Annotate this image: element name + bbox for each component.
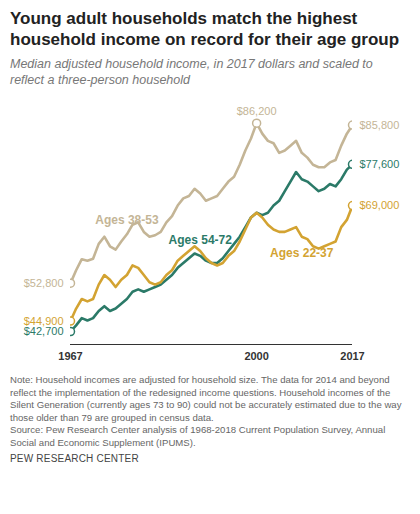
svg-text:$86,200: $86,200 (237, 105, 277, 117)
svg-text:2000: 2000 (244, 350, 268, 362)
svg-text:Ages 22-37: Ages 22-37 (270, 246, 334, 260)
svg-text:$44,900: $44,900 (23, 314, 64, 327)
svg-text:1967: 1967 (58, 350, 82, 362)
html-text:Young adult households match t: Young adult households match the highest… (10, 9, 400, 49)
svg-text:$77,600: $77,600 (360, 158, 400, 170)
svg-text:$69,000: $69,000 (360, 199, 400, 211)
svg-text:$85,800: $85,800 (360, 119, 400, 131)
html-text:Note: Household incomes are ad: Note: Household incomes are adjusted for… (10, 374, 402, 423)
svg-text:2017: 2017 (340, 350, 364, 362)
svg-text:$42,700: $42,700 (24, 325, 64, 337)
svg-text:Ages 54-72: Ages 54-72 (169, 233, 233, 247)
html-text:PEW RESEARCH CENTER: PEW RESEARCH CENTER (10, 453, 139, 464)
html-text:Median adjusted household inco: Median adjusted household income, in 201… (10, 57, 373, 87)
svg-text:$52,800: $52,800 (24, 277, 64, 289)
svg-text:Ages 38-53: Ages 38-53 (95, 213, 159, 227)
html-text:Source: Pew Research Center an: Source: Pew Research Center analysis of … (10, 424, 386, 448)
